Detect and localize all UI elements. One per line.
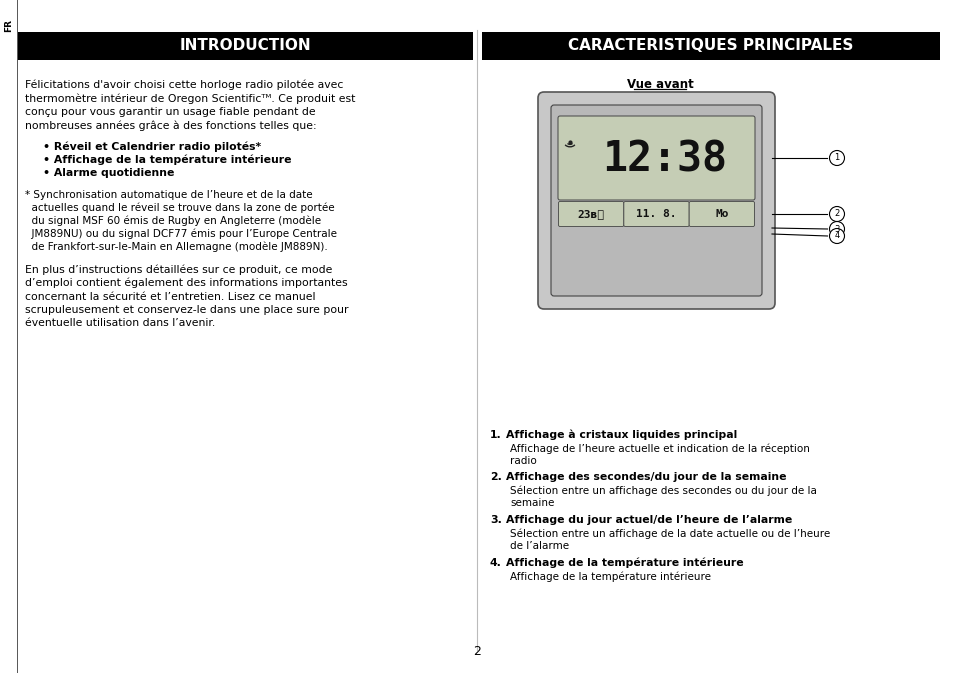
Text: Sélection entre un affichage des secondes ou du jour de la: Sélection entre un affichage des seconde… — [510, 486, 816, 497]
Text: 1.: 1. — [490, 430, 501, 440]
Text: 11. 8.: 11. 8. — [636, 209, 676, 219]
Text: Mo: Mo — [715, 209, 728, 219]
Text: En plus d’instructions détaillées sur ce produit, ce mode: En plus d’instructions détaillées sur ce… — [25, 264, 332, 275]
Text: 2.: 2. — [490, 472, 501, 483]
Text: 12:38: 12:38 — [601, 139, 726, 181]
Text: semaine: semaine — [510, 499, 554, 509]
Text: 2: 2 — [834, 209, 839, 219]
Text: 2: 2 — [473, 645, 480, 658]
Text: 1: 1 — [834, 153, 839, 162]
Text: Affichage de la température intérieure: Affichage de la température intérieure — [510, 571, 710, 581]
Text: 4.: 4. — [490, 557, 501, 567]
FancyBboxPatch shape — [558, 201, 623, 227]
Text: de l’alarme: de l’alarme — [510, 541, 569, 551]
Text: radio: radio — [510, 456, 537, 466]
Text: Sélection entre un affichage de la date actuelle ou de l’heure: Sélection entre un affichage de la date … — [510, 528, 829, 539]
Text: CARACTERISTIQUES PRINCIPALES: CARACTERISTIQUES PRINCIPALES — [568, 38, 853, 53]
Circle shape — [828, 221, 843, 236]
Text: actuelles quand le réveil se trouve dans la zone de portée: actuelles quand le réveil se trouve dans… — [25, 203, 335, 213]
Text: • Affichage de la température intérieure: • Affichage de la température intérieure — [43, 155, 292, 165]
Text: du signal MSF 60 émis de Rugby en Angleterre (modèle: du signal MSF 60 émis de Rugby en Anglet… — [25, 215, 321, 226]
Text: concernant la sécurité et l’entretien. Lisez ce manuel: concernant la sécurité et l’entretien. L… — [25, 291, 315, 302]
Text: conçu pour vous garantir un usage fiable pendant de: conçu pour vous garantir un usage fiable… — [25, 107, 315, 117]
Text: d’emploi contient également des informations importantes: d’emploi contient également des informat… — [25, 278, 347, 289]
Text: 4: 4 — [834, 232, 839, 240]
Text: Affichage à cristaux liquides principal: Affichage à cristaux liquides principal — [505, 430, 737, 441]
Text: scrupuleusement et conservez-le dans une place sure pour: scrupuleusement et conservez-le dans une… — [25, 305, 348, 315]
FancyBboxPatch shape — [537, 92, 774, 309]
Text: éventuelle utilisation dans l’avenir.: éventuelle utilisation dans l’avenir. — [25, 318, 215, 328]
Text: 23ʙᴜ: 23ʙᴜ — [578, 209, 604, 219]
FancyBboxPatch shape — [688, 201, 754, 227]
FancyBboxPatch shape — [18, 32, 473, 60]
Text: 3: 3 — [834, 225, 839, 234]
Text: Affichage des secondes/du jour de la semaine: Affichage des secondes/du jour de la sem… — [505, 472, 785, 483]
Text: Félicitations d'avoir choisi cette horloge radio pilotée avec: Félicitations d'avoir choisi cette horlo… — [25, 80, 343, 90]
Text: • Alarme quotidienne: • Alarme quotidienne — [43, 168, 174, 178]
Text: • Réveil et Calendrier radio pilotés*: • Réveil et Calendrier radio pilotés* — [43, 141, 261, 151]
Text: nombreuses années grâce à des fonctions telles que:: nombreuses années grâce à des fonctions … — [25, 120, 316, 131]
Circle shape — [828, 207, 843, 221]
Text: Affichage du jour actuel/de l’heure de l’alarme: Affichage du jour actuel/de l’heure de l… — [505, 515, 791, 525]
Text: * Synchronisation automatique de l’heure et de la date: * Synchronisation automatique de l’heure… — [25, 190, 313, 199]
Text: Affichage de l’heure actuelle et indication de la réception: Affichage de l’heure actuelle et indicat… — [510, 444, 809, 454]
Text: JM889NU) ou du signal DCF77 émis pour l’Europe Centrale: JM889NU) ou du signal DCF77 émis pour l’… — [25, 229, 336, 239]
Text: 3.: 3. — [490, 515, 501, 525]
Text: INTRODUCTION: INTRODUCTION — [179, 38, 311, 53]
FancyBboxPatch shape — [481, 32, 939, 60]
Circle shape — [828, 151, 843, 166]
Circle shape — [828, 229, 843, 244]
FancyBboxPatch shape — [623, 201, 688, 227]
Text: FR: FR — [5, 18, 13, 32]
Text: Affichage de la température intérieure: Affichage de la température intérieure — [505, 557, 742, 568]
FancyBboxPatch shape — [551, 105, 761, 296]
Text: de Frankfort-sur-le-Main en Allemagne (modèle JM889N).: de Frankfort-sur-le-Main en Allemagne (m… — [25, 242, 328, 252]
Text: thermomètre intérieur de Oregon Scientificᵀᴹ. Ce produit est: thermomètre intérieur de Oregon Scientif… — [25, 94, 355, 104]
Text: Vue avant: Vue avant — [626, 78, 693, 91]
FancyBboxPatch shape — [558, 116, 754, 200]
